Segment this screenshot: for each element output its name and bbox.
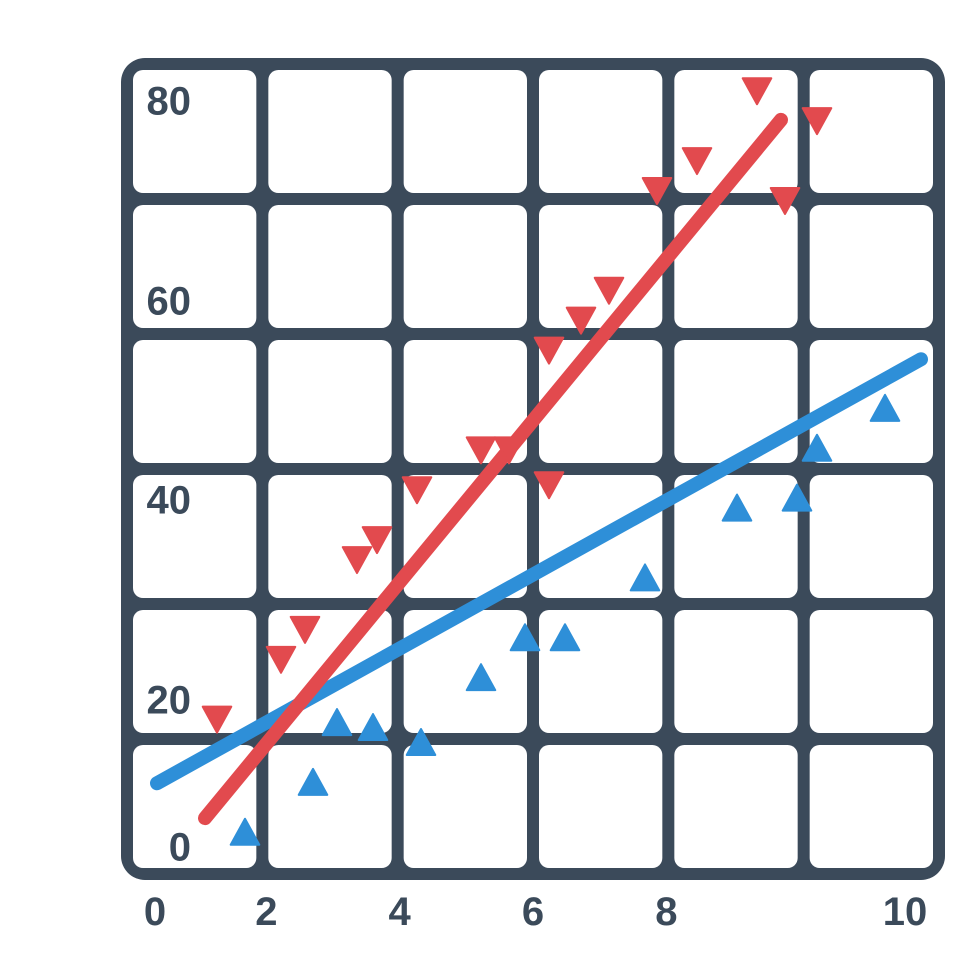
y-tick-80: 80 — [147, 80, 192, 125]
x-tick-8: 8 — [655, 890, 677, 935]
scatter-chart: 0 20 40 60 80 0 2 4 6 8 10 — [0, 0, 980, 980]
y-tick-0: 0 — [169, 826, 191, 871]
x-tick-4: 4 — [389, 890, 411, 935]
x-tick-10: 10 — [883, 890, 928, 935]
y-tick-40: 40 — [147, 479, 192, 524]
x-tick-6: 6 — [522, 890, 544, 935]
x-tick-2: 2 — [255, 890, 277, 935]
y-tick-60: 60 — [147, 279, 192, 324]
y-tick-20: 20 — [147, 678, 192, 723]
x-tick-0: 0 — [144, 890, 166, 935]
